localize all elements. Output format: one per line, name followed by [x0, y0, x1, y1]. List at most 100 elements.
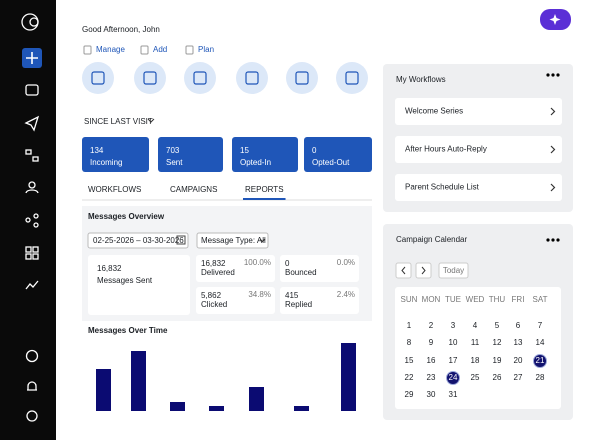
chevron-down	[259, 238, 266, 243]
tab[interactable]: WORKFLOWS	[88, 185, 141, 194]
day[interactable]: 21	[536, 356, 545, 365]
metric-label: Clicked	[201, 300, 227, 309]
day[interactable]: 27	[514, 373, 523, 382]
more-menu[interactable]	[546, 238, 560, 242]
day[interactable]: 22	[405, 373, 414, 382]
filter: Message Type: All	[201, 236, 266, 245]
workflows-title: My Workflows	[396, 75, 446, 84]
metric-card	[280, 255, 359, 282]
day[interactable]: 23	[427, 373, 436, 382]
workflow-item[interactable]	[395, 174, 562, 201]
day[interactable]: 24	[449, 373, 458, 382]
metric-card	[196, 287, 275, 314]
bar	[170, 402, 185, 411]
day[interactable]: 10	[449, 338, 458, 347]
stat-card[interactable]	[82, 137, 149, 172]
bar	[96, 369, 111, 411]
selected-day	[533, 354, 547, 368]
tab[interactable]: REPORTS	[245, 185, 284, 194]
day[interactable]: 14	[536, 338, 545, 347]
day[interactable]: 11	[471, 338, 480, 347]
action-icon	[91, 71, 105, 85]
since-last-visit[interactable]: SINCE LAST VISIT	[84, 117, 153, 126]
day[interactable]: 8	[407, 338, 412, 347]
nav-icons[interactable]	[24, 84, 40, 422]
day[interactable]: 17	[449, 356, 458, 365]
header-link[interactable]: Manage	[96, 45, 125, 54]
weekday: FRI	[512, 295, 525, 304]
bar	[209, 406, 224, 411]
stat-value: 703	[166, 146, 180, 155]
today-button[interactable]	[438, 262, 469, 279]
metric-value: 5,862	[201, 291, 222, 300]
metric-value: 0	[285, 259, 290, 268]
day[interactable]: 5	[495, 321, 500, 330]
day[interactable]: 13	[514, 338, 523, 347]
workflow-item[interactable]	[395, 98, 562, 125]
weekday: SUN	[401, 295, 418, 304]
day[interactable]: 15	[405, 356, 414, 365]
total-card	[88, 255, 190, 315]
day[interactable]: 3	[451, 321, 456, 330]
day[interactable]: 31	[449, 390, 458, 399]
stat-label: Opted-In	[240, 158, 271, 167]
day[interactable]: 7	[538, 321, 543, 330]
selected-day	[446, 371, 460, 385]
stat-card[interactable]	[232, 137, 298, 172]
calendar-icon	[176, 235, 186, 245]
stat-label: Opted-Out	[312, 158, 350, 167]
day[interactable]: 9	[429, 338, 434, 347]
day[interactable]: 29	[405, 390, 414, 399]
day[interactable]: 30	[427, 390, 436, 399]
stat-card[interactable]	[158, 137, 223, 172]
day[interactable]: 1	[407, 321, 412, 330]
weekday: SAT	[533, 295, 548, 304]
stat-label: Incoming	[90, 158, 122, 167]
chevron-left	[401, 266, 406, 275]
day[interactable]: 20	[514, 356, 523, 365]
action-icon	[245, 71, 259, 85]
stat-value: 134	[90, 146, 104, 155]
workflow-name: After Hours Auto-Reply	[405, 145, 487, 154]
more-menu[interactable]	[546, 73, 560, 77]
workflow-name: Parent Schedule List	[405, 183, 480, 192]
weekday: WED	[466, 295, 485, 304]
link-icon	[185, 45, 194, 55]
next-month[interactable]	[415, 262, 432, 279]
header-link[interactable]: Add	[153, 45, 167, 54]
metric-label: Replied	[285, 300, 312, 309]
day[interactable]: 26	[493, 373, 502, 382]
day[interactable]: 6	[516, 321, 521, 330]
day[interactable]: 18	[471, 356, 480, 365]
day[interactable]: 4	[473, 321, 478, 330]
date-range: 02-25-2026 – 03-30-2026	[93, 236, 184, 245]
date-input[interactable]	[87, 232, 189, 249]
chevron-right	[550, 145, 556, 154]
action-button[interactable]	[336, 62, 368, 94]
stat-value: 15	[240, 146, 249, 155]
weekday: TUE	[445, 295, 461, 304]
workflow-item[interactable]	[395, 136, 562, 163]
action-button[interactable]	[184, 62, 216, 94]
tab[interactable]: CAMPAIGNS	[170, 185, 217, 194]
stat-card[interactable]	[304, 137, 372, 172]
total-label: Messages Sent	[97, 276, 153, 285]
prev-month[interactable]	[395, 262, 412, 279]
header-link[interactable]: Plan	[198, 45, 214, 54]
weekday: MON	[422, 295, 441, 304]
action-button[interactable]	[82, 62, 114, 94]
day[interactable]: 12	[493, 338, 502, 347]
metric-percent: 100.0%	[244, 258, 271, 267]
day[interactable]: 2	[429, 321, 434, 330]
day[interactable]: 16	[427, 356, 436, 365]
plus-icon	[26, 52, 38, 64]
filter-select[interactable]	[196, 232, 269, 249]
action-button[interactable]	[134, 62, 166, 94]
day[interactable]: 25	[471, 373, 480, 382]
day[interactable]: 28	[536, 373, 545, 382]
action-button[interactable]	[236, 62, 268, 94]
sidebar	[0, 0, 56, 440]
day[interactable]: 19	[493, 356, 502, 365]
action-button[interactable]	[286, 62, 318, 94]
